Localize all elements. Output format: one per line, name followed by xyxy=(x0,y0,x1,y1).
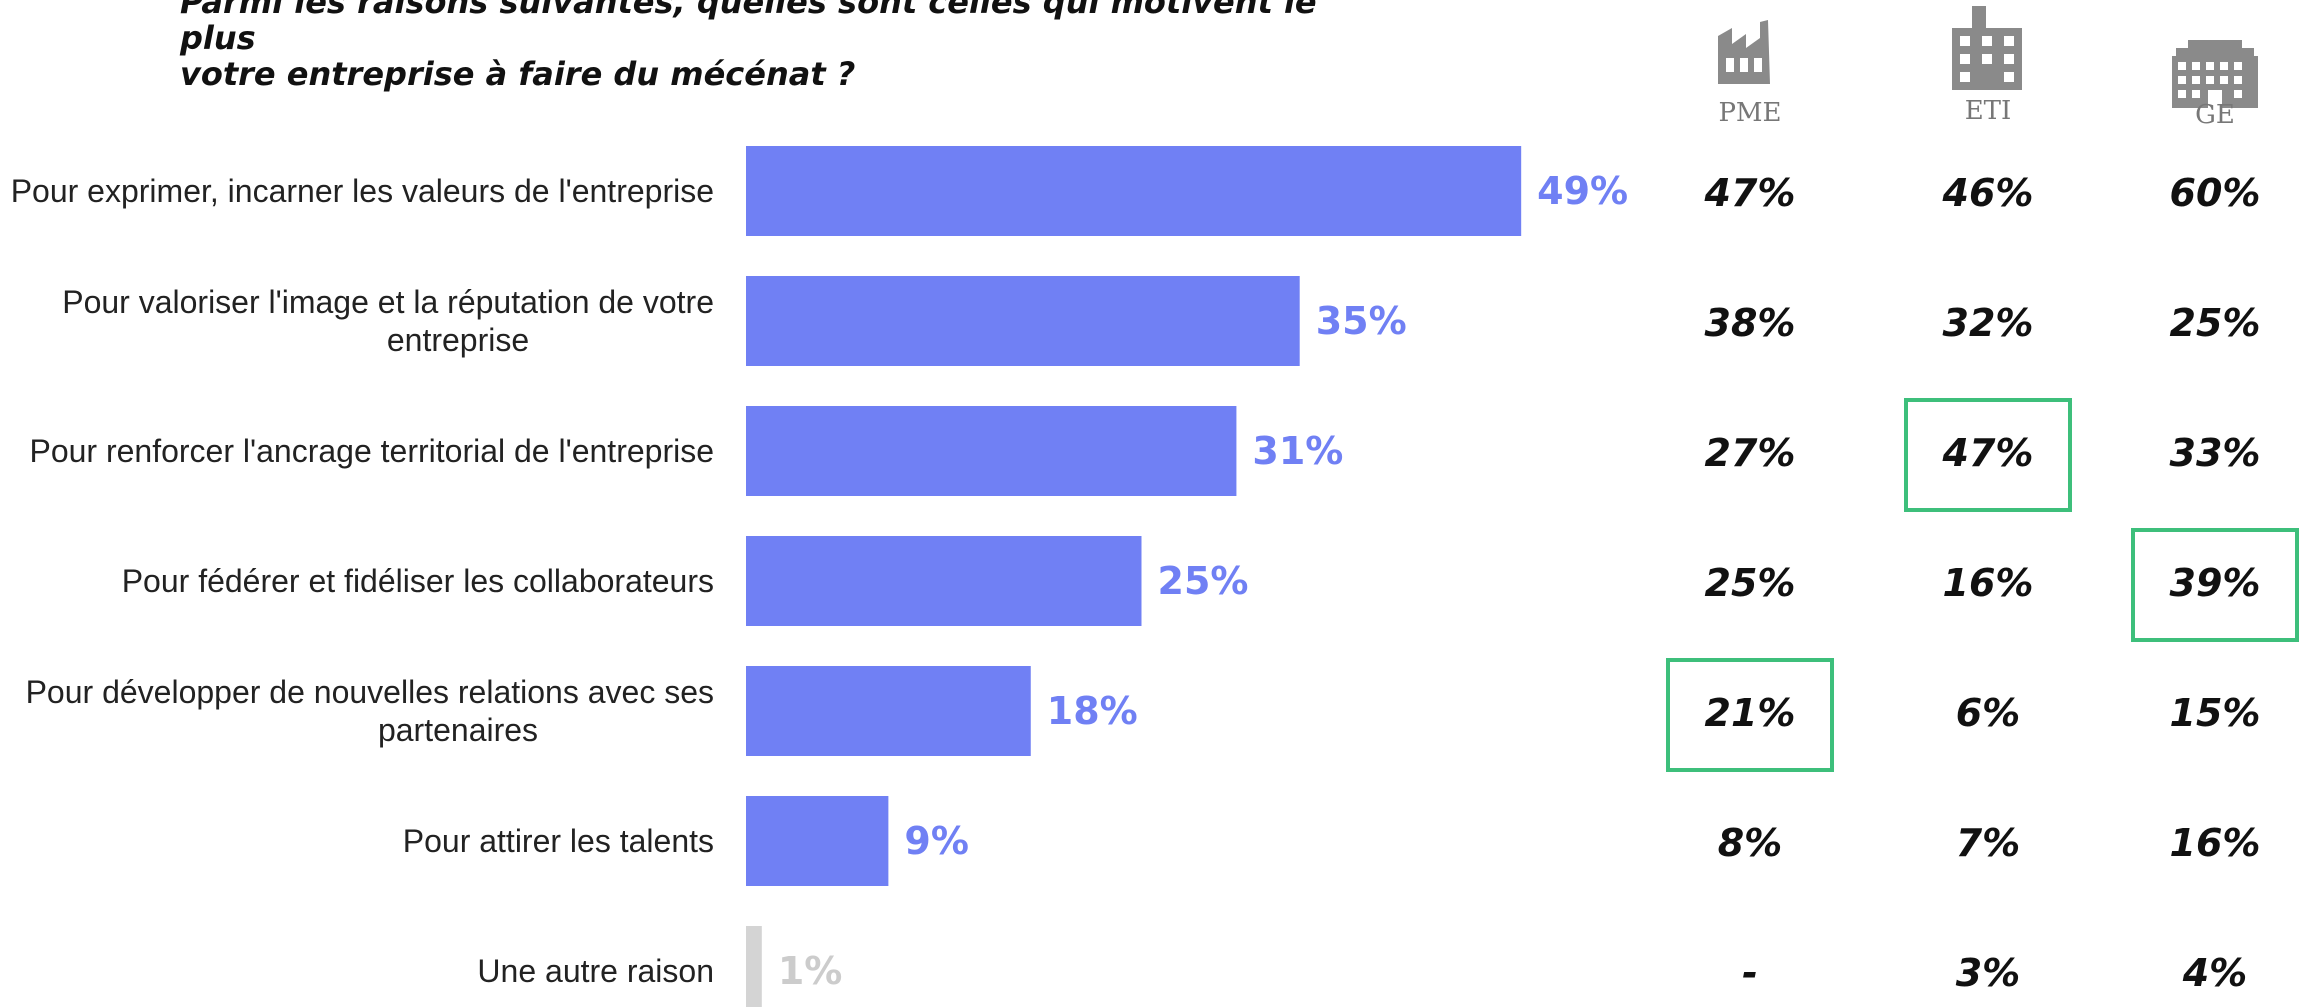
bar-value-label: 35% xyxy=(1316,299,1407,343)
segment-value: - xyxy=(1742,951,1758,995)
bar-value-label: 49% xyxy=(1537,169,1628,213)
segments-layer: PME 47% 38% 27% 25% 21% 8% - ETI 46% 32% 47% 16% 6% 7%… xyxy=(1666,96,2299,995)
segment-header: ETI xyxy=(1965,96,2012,126)
segment-value: 39% xyxy=(2170,561,2261,605)
segment-value: 46% xyxy=(1942,171,2034,215)
bar xyxy=(746,536,1142,626)
bar-value-label: 31% xyxy=(1252,429,1343,473)
segment-value: 3% xyxy=(1956,951,2021,995)
title-line-2: votre entreprise à faire du mécénat ? xyxy=(180,55,856,93)
segment-value: 4% xyxy=(2182,951,2248,995)
segment-header: GE xyxy=(2195,100,2235,130)
segment-value: 60% xyxy=(2170,171,2261,215)
segment-value: 33% xyxy=(2170,431,2261,475)
segment-value: 16% xyxy=(1943,561,2034,605)
segment-value: 38% xyxy=(1705,301,1796,345)
segment-value: 7% xyxy=(1956,821,2021,865)
factory-icon xyxy=(1718,20,1770,84)
category-label: Une autre raison xyxy=(477,953,714,989)
bar xyxy=(746,926,762,1007)
building-icon xyxy=(1952,6,2022,90)
bar-value-label: 1% xyxy=(778,949,843,993)
segment-value: 32% xyxy=(1943,301,2034,345)
segment-value: 8% xyxy=(1718,821,1783,865)
bar xyxy=(746,276,1300,366)
bar-value-label: 18% xyxy=(1047,689,1138,733)
bar-value-label: 9% xyxy=(904,819,969,863)
category-label: Pour renforcer l'ancrage territorial de … xyxy=(29,433,714,469)
segment-value: 47% xyxy=(1942,431,2034,475)
office-block-icon xyxy=(2172,40,2258,108)
segment-value: 16% xyxy=(2170,821,2261,865)
segment-value: 21% xyxy=(1705,691,1796,735)
category-label: Pour valoriser l'image et la réputation … xyxy=(62,284,714,358)
highlight-box xyxy=(2131,528,2299,642)
highlight-box xyxy=(1904,398,2072,512)
category-label: Pour attirer les talents xyxy=(403,823,714,859)
chart-title: Parmi les raisons suivantes, quelles son… xyxy=(180,0,1380,92)
segment-value: 27% xyxy=(1705,431,1796,475)
segment-header: PME xyxy=(1718,98,1781,128)
bar xyxy=(746,146,1522,236)
title-line-1: Parmi les raisons suivantes, quelles son… xyxy=(180,0,1317,57)
bar-value-label: 25% xyxy=(1158,559,1249,603)
bar xyxy=(746,406,1237,496)
bar xyxy=(746,666,1031,756)
category-label: Pour développer de nouvelles relations a… xyxy=(26,674,714,748)
segment-value: 6% xyxy=(1956,691,2021,735)
highlight-box xyxy=(1666,658,1834,772)
segment-value: 25% xyxy=(2170,301,2261,345)
segment-value: 47% xyxy=(1704,171,1796,215)
segment-value: 15% xyxy=(2170,691,2261,735)
bars-layer: Pour exprimer, incarner les valeurs de l… xyxy=(11,146,1628,1007)
category-label: Pour fédérer et fidéliser les collaborat… xyxy=(122,563,714,599)
segment-value: 25% xyxy=(1705,561,1796,605)
category-label: Pour exprimer, incarner les valeurs de l… xyxy=(11,173,714,209)
bar xyxy=(746,796,889,886)
